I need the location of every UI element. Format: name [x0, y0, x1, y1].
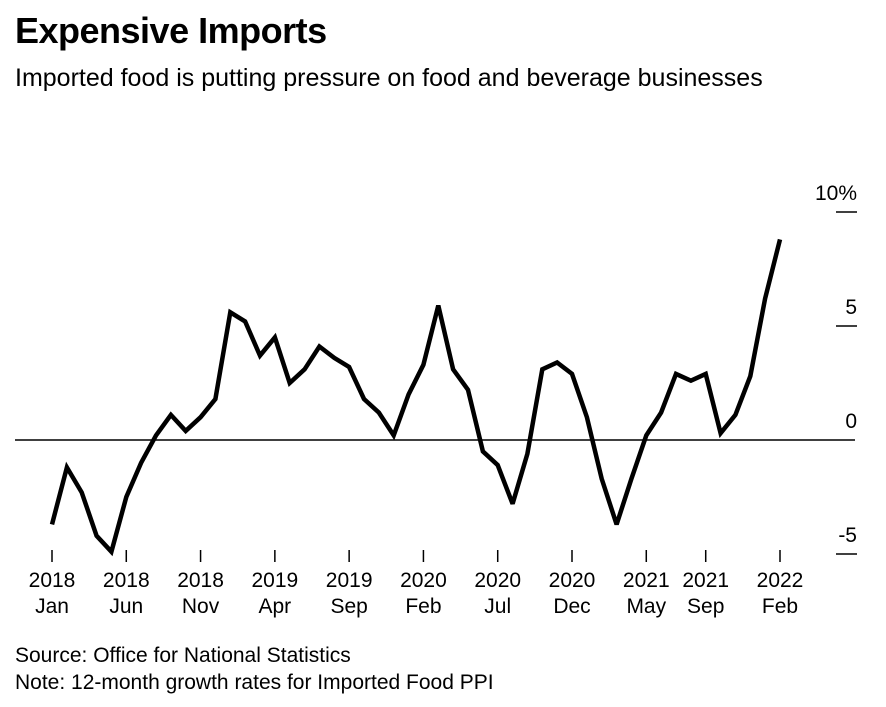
y-axis: 10% 5 0 -5	[15, 182, 857, 555]
y-tick-label: 0	[845, 410, 857, 433]
x-tick-month-label: Sep	[330, 595, 367, 618]
y-tick-label: 5	[845, 296, 857, 319]
x-tick-month-label: Feb	[405, 595, 441, 618]
x-tick-month-label: Jun	[109, 595, 143, 618]
x-tick-month-label: May	[626, 595, 666, 618]
x-tick-month-label: Dec	[553, 595, 590, 618]
x-tick-month-label: Nov	[182, 595, 220, 618]
chart-subtitle: Imported food is putting pressure on foo…	[15, 64, 763, 92]
y-tick-label: 10%	[815, 182, 857, 205]
x-tick-year-label: 2020	[400, 569, 447, 592]
footnote: Note: 12-month growth rates for Imported…	[15, 671, 494, 694]
x-tick-year-label: 2019	[251, 569, 298, 592]
chart-title: Expensive Imports	[15, 10, 327, 51]
series-line	[49, 238, 783, 557]
x-tick-year-label: 2019	[326, 569, 373, 592]
x-tick-month-label: Jan	[35, 595, 69, 618]
x-tick-year-label: 2020	[474, 569, 521, 592]
x-tick-year-label: 2018	[103, 569, 150, 592]
x-tick-year-label: 2018	[177, 569, 224, 592]
x-tick-year-label: 2022	[757, 569, 804, 592]
line-chart: 10% 5 0 -5 2018 Jan 2018 Jun 2018 Nov 2019 Apr 2019…	[15, 182, 857, 618]
series-group	[49, 238, 783, 557]
y-tick-label: -5	[838, 524, 857, 547]
x-tick-year-label: 2021	[623, 569, 670, 592]
x-tick-month-label: Apr	[259, 595, 292, 618]
x-tick-year-label: 2021	[682, 569, 729, 592]
x-tick-month-label: Feb	[762, 595, 798, 618]
x-tick-year-label: 2018	[29, 569, 76, 592]
x-tick-month-label: Sep	[687, 595, 724, 618]
x-tick-year-label: 2020	[549, 569, 596, 592]
source-note: Source: Office for National Statistics	[15, 644, 351, 667]
x-tick-month-label: Jul	[484, 595, 511, 618]
x-axis: 2018 Jan 2018 Jun 2018 Nov 2019 Apr 2019 Sep 2020 F…	[29, 550, 804, 618]
